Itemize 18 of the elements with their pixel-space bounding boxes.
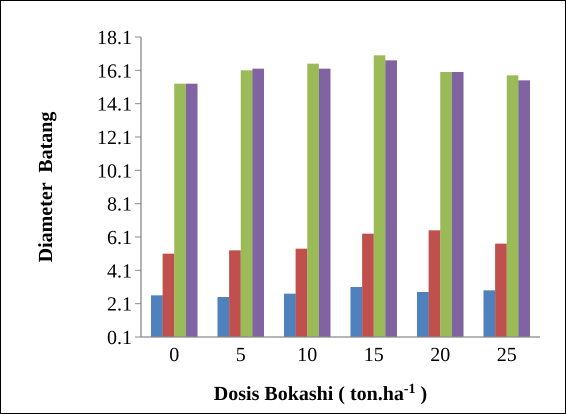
y-tick-label: 14.1 (97, 94, 132, 116)
y-tick-label: 16.1 (97, 60, 132, 82)
x-tick-label: 25 (496, 344, 517, 366)
y-tick-label: 10.1 (97, 160, 132, 182)
y-tick-label: 8.1 (107, 194, 132, 216)
y-axis-title: Diameter Batang (35, 112, 57, 262)
y-tick-label: 0.1 (107, 327, 132, 349)
y-tick-label: 2.1 (107, 294, 132, 316)
x-tick-label: 20 (430, 344, 450, 366)
y-tick-label: 6.1 (107, 227, 132, 249)
x-tick-label: 15 (364, 344, 384, 366)
x-tick-label: 10 (297, 344, 318, 366)
x-tick-label: 0 (169, 344, 180, 366)
x-tick-label: 5 (236, 344, 246, 366)
y-tick-label: 12.1 (97, 127, 132, 149)
x-axis-title: Dosis Bokashi ( ton.ha$^{-1}$ ) (214, 382, 428, 405)
y-tick-label: 18.1 (97, 27, 132, 49)
y-tick-label: 4.1 (107, 260, 132, 282)
